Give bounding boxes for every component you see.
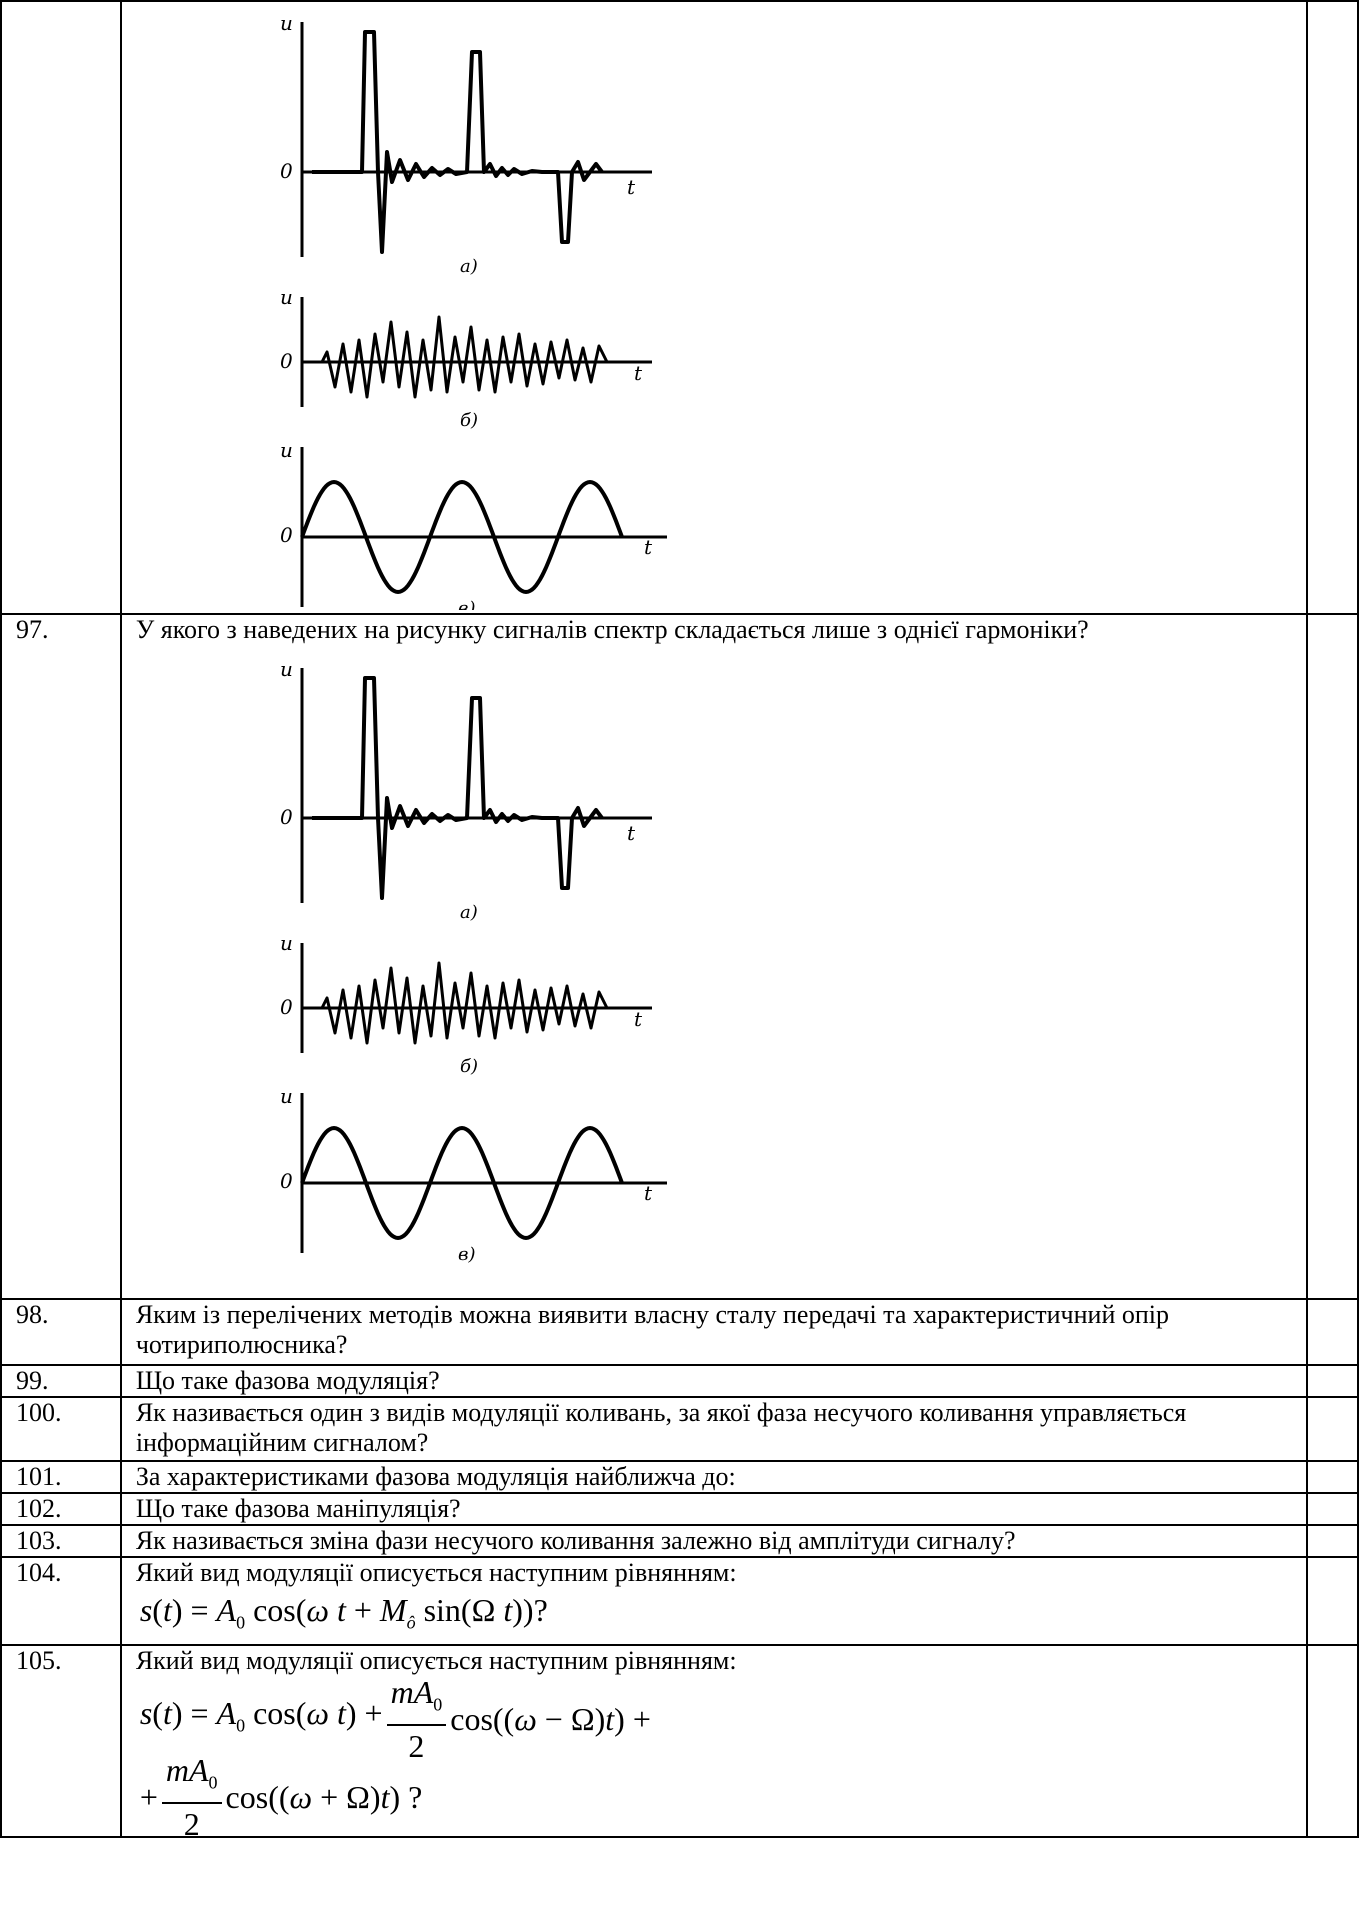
question-text: Яким із перелічених методів можна виявит…	[119, 1298, 1309, 1366]
row-number: 97.	[0, 613, 122, 1300]
table-row: 97. У якого з наведених на рисунку сигна…	[0, 613, 1359, 1300]
table-row: 103. Як називається зміна фази несучого …	[0, 1524, 1359, 1558]
axis-t-label: t	[627, 175, 636, 199]
pulse-signal-trace	[311, 676, 604, 900]
noise-signal-trace	[301, 961, 609, 1045]
axis-t-label: t	[627, 821, 636, 845]
row-number: 103.	[0, 1524, 122, 1558]
question-text: Який вид модуляції описується наступним …	[135, 1646, 737, 1676]
answer-cell	[1306, 1524, 1359, 1558]
sine-signal-trace	[299, 479, 624, 595]
axis-u-label: u	[280, 657, 293, 681]
row-content: Який вид модуляції описується наступним …	[119, 1555, 1309, 1647]
answer-cell	[1306, 1555, 1359, 1647]
panel-b-label: б)	[460, 410, 478, 431]
question-text: Який вид модуляції описується наступним …	[135, 1558, 737, 1587]
signal-figure: u 0 t a) u 0 t б) u 0 t в)	[122, 645, 1306, 1265]
answer-cell	[1306, 1492, 1359, 1526]
panel-c-label: в)	[458, 1244, 476, 1265]
table-row: 104. Який вид модуляції описується насту…	[0, 1555, 1359, 1647]
table-row: 105. Який вид модуляції описується насту…	[0, 1644, 1359, 1842]
noise-signal-trace	[301, 315, 609, 399]
axis-u-label: u	[280, 11, 293, 35]
question-text: Що таке фазова маніпуляція?	[119, 1492, 1309, 1526]
row-number: 98.	[0, 1298, 122, 1366]
signal-figure-svg: u 0 t a) u 0 t б) u 0 t в)	[280, 11, 667, 610]
table-row: 101. За характеристиками фазова модуляці…	[0, 1460, 1359, 1494]
row-content: Який вид модуляції описується наступним …	[119, 1644, 1309, 1842]
question-text: Що таке фазова модуляція?	[119, 1364, 1309, 1398]
question-text: У якого з наведених на рисунку сигналів …	[135, 615, 1089, 644]
origin-label: 0	[280, 1169, 293, 1193]
origin-label: 0	[280, 349, 293, 373]
question-text: За характеристиками фазова модуляція най…	[119, 1460, 1309, 1494]
question-text: Як називається зміна фази несучого колив…	[119, 1524, 1309, 1558]
axis-u-label: u	[280, 438, 293, 462]
answer-cell	[1306, 1298, 1359, 1366]
question-text: Як називається один з видів модуляції ко…	[119, 1396, 1309, 1462]
table-row: 99. Що таке фазова модуляція?	[0, 1364, 1359, 1398]
row-number: 105.	[0, 1644, 122, 1839]
panel-b-label: б)	[460, 1056, 478, 1077]
row-number: 100.	[0, 1396, 122, 1462]
answer-cell	[1306, 1644, 1359, 1839]
answer-cell	[1306, 1460, 1359, 1494]
panel-c-label: в)	[458, 598, 476, 610]
axis-u-label: u	[280, 931, 293, 955]
pulse-signal-trace	[311, 30, 604, 254]
signal-figure-svg: u 0 t a) u 0 t б) u 0 t в)	[280, 657, 667, 1265]
row-number: 101.	[0, 1460, 122, 1494]
origin-label: 0	[280, 995, 293, 1019]
axis-t-label: t	[634, 1007, 643, 1031]
table-row: 102. Що таке фазова маніпуляція?	[0, 1492, 1359, 1526]
questions-table: u 0 t a) u 0 t б) u 0 t в) 97. У якого з наведених …	[0, 0, 1359, 1842]
axis-u-label: u	[280, 1084, 293, 1108]
table-row: 100. Як називається один з видів модуляц…	[0, 1396, 1359, 1462]
row-content: У якого з наведених на рисунку сигналів …	[119, 613, 1309, 1300]
origin-label: 0	[280, 523, 293, 547]
equation-pm: s(t) = A0 cos(ω t + Mô sin(Ω t))?	[139, 1592, 548, 1633]
signal-figure: u 0 t a) u 0 t б) u 0 t в)	[122, 2, 1306, 610]
origin-label: 0	[280, 805, 293, 829]
sine-signal-trace	[299, 1125, 624, 1241]
answer-cell	[1306, 613, 1359, 1300]
axis-t-label: t	[634, 361, 643, 385]
row-number	[0, 0, 122, 615]
axis-t-label: t	[644, 1181, 653, 1205]
equation-am: s(t) = A0 cos(ω t) + mA0 2 cos((ω − Ω)t) …	[139, 1674, 651, 1842]
row-number: 102.	[0, 1492, 122, 1526]
row-content: u 0 t a) u 0 t б) u 0 t в)	[119, 0, 1309, 615]
panel-a-label: a)	[460, 902, 478, 923]
row-number: 99.	[0, 1364, 122, 1398]
axis-u-label: u	[280, 285, 293, 309]
answer-cell	[1306, 0, 1359, 615]
table-row: u 0 t a) u 0 t б) u 0 t в)	[0, 0, 1359, 615]
row-number: 104.	[0, 1555, 122, 1647]
answer-cell	[1306, 1364, 1359, 1398]
origin-label: 0	[280, 159, 293, 183]
panel-a-label: a)	[460, 256, 478, 277]
axis-t-label: t	[644, 535, 653, 559]
table-row: 98. Яким із перелічених методів можна ви…	[0, 1298, 1359, 1366]
answer-cell	[1306, 1396, 1359, 1462]
